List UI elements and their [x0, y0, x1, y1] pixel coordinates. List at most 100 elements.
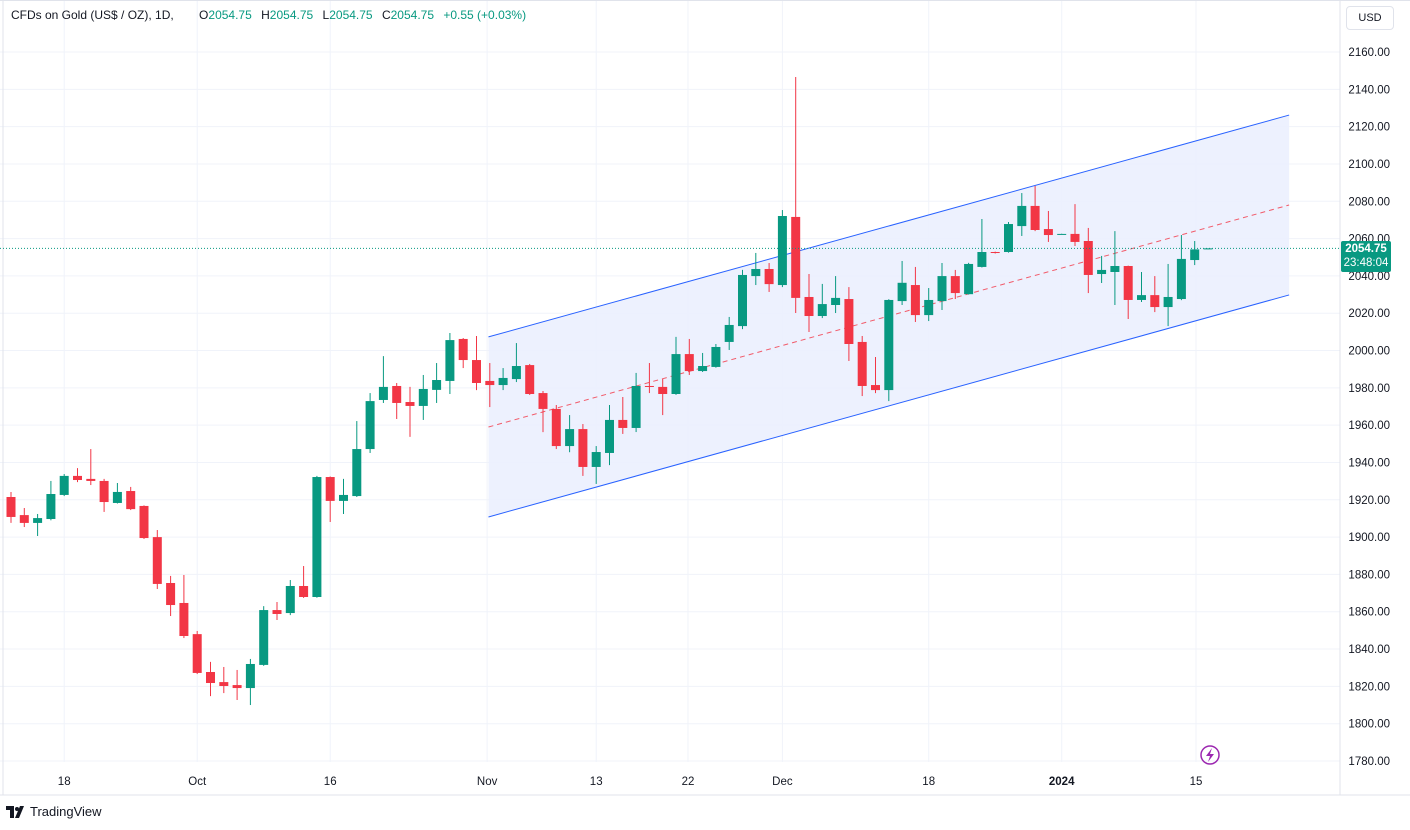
y-tick-label: 1780.00	[1348, 756, 1390, 768]
candle-up	[1190, 241, 1200, 266]
candle-down	[791, 77, 801, 314]
candle-down	[764, 263, 774, 292]
candle-body	[232, 685, 242, 689]
candle-body	[378, 386, 388, 400]
y-tick-label: 1920.00	[1348, 495, 1390, 507]
candle-body	[738, 274, 747, 327]
candle-down	[206, 661, 215, 697]
candle-up	[312, 475, 322, 598]
candle-body	[6, 496, 16, 517]
candle-up	[565, 415, 575, 453]
x-tick-label: 16	[324, 776, 337, 788]
candle-body	[897, 282, 907, 302]
candle-body	[910, 285, 920, 316]
candle-down	[152, 530, 162, 589]
high-value: 2054.75	[269, 8, 314, 22]
candle-up	[46, 480, 56, 521]
candle-body	[605, 419, 614, 453]
candle-body	[1017, 205, 1027, 227]
candle-body	[458, 338, 468, 361]
candle-body	[139, 505, 149, 539]
candle-up	[498, 368, 508, 391]
candle-up	[432, 363, 442, 403]
candle-down	[658, 379, 668, 416]
candle-down	[1070, 204, 1080, 247]
candle-down	[618, 396, 628, 434]
candle-body	[1030, 205, 1040, 230]
low-value: 2054.75	[329, 8, 373, 22]
candle-down	[192, 630, 202, 675]
candle-up	[1004, 221, 1013, 253]
candle-body	[192, 634, 202, 673]
candle-body	[206, 672, 215, 684]
branding-text: TradingView	[30, 804, 102, 819]
candle-body	[871, 385, 880, 391]
candle-up	[1137, 271, 1146, 303]
candle-body	[352, 449, 362, 497]
x-tick-label: Nov	[477, 776, 498, 788]
candle-down	[86, 449, 96, 486]
candle-body	[245, 663, 255, 689]
candle-body	[791, 216, 801, 298]
candle-body	[365, 401, 375, 450]
candle-up	[897, 260, 907, 306]
symbol-title[interactable]: CFDs on Gold (US$ / OZ), 1D,	[11, 8, 174, 22]
candle-body	[179, 602, 189, 636]
channel-lower-line[interactable]	[488, 294, 1290, 518]
axes: 1780.00 1800.00 1820.00 1840.00 1860.00 1880.…	[0, 0, 1410, 796]
candle-down	[551, 405, 561, 450]
candle-up	[33, 513, 43, 536]
candle-body	[312, 477, 322, 598]
candle-up	[285, 580, 295, 616]
y-tick-label: 2040.00	[1348, 271, 1390, 283]
last-price-value: 2054.75	[1345, 243, 1387, 255]
tradingview-logo[interactable]: TradingView	[6, 804, 102, 819]
candle-body	[924, 299, 934, 316]
candle-down	[684, 338, 694, 375]
candle-body	[219, 682, 229, 686]
candle-down	[405, 386, 415, 437]
candle-body	[551, 408, 561, 447]
alert-icon[interactable]	[1200, 745, 1220, 765]
candle-down	[1030, 185, 1040, 232]
candle-body	[299, 585, 309, 598]
candle-body	[339, 494, 348, 501]
open-label: O	[199, 8, 209, 22]
candle-up	[591, 446, 601, 484]
candle-down	[644, 363, 654, 394]
candle-body	[325, 477, 335, 501]
candle-body	[711, 346, 721, 367]
candle-body	[990, 252, 1000, 254]
candle-up	[738, 269, 747, 330]
candle-up	[977, 218, 987, 268]
x-tick-label: 13	[590, 776, 603, 788]
candle-up	[631, 372, 641, 433]
candle-down	[126, 486, 136, 511]
candle-down	[139, 505, 149, 539]
y-tick-label: 1840.00	[1348, 644, 1390, 656]
candle-body	[432, 380, 442, 390]
open-value: 2054.75	[208, 8, 252, 22]
channel-upper-line[interactable]	[488, 114, 1290, 338]
candle-up	[817, 283, 827, 319]
currency-button[interactable]: USD	[1346, 6, 1394, 30]
candle-up	[698, 352, 708, 372]
candle-down	[990, 251, 1000, 254]
candle-down	[910, 266, 920, 322]
candle-body	[152, 537, 162, 584]
candle-body	[684, 354, 694, 372]
candle-body	[964, 263, 974, 295]
candle-down	[299, 566, 309, 598]
bar-countdown: 23:48:04	[1343, 257, 1389, 269]
candle-body	[937, 276, 947, 302]
candle-body	[1137, 295, 1146, 300]
y-tick-label: 2160.00	[1348, 47, 1390, 59]
candle-body	[1070, 233, 1080, 242]
candle-body	[950, 276, 960, 294]
candle-body	[804, 296, 814, 317]
candle-down	[804, 274, 814, 333]
candle-up	[245, 658, 255, 706]
candle-body	[33, 518, 43, 523]
candle-down	[857, 335, 867, 397]
